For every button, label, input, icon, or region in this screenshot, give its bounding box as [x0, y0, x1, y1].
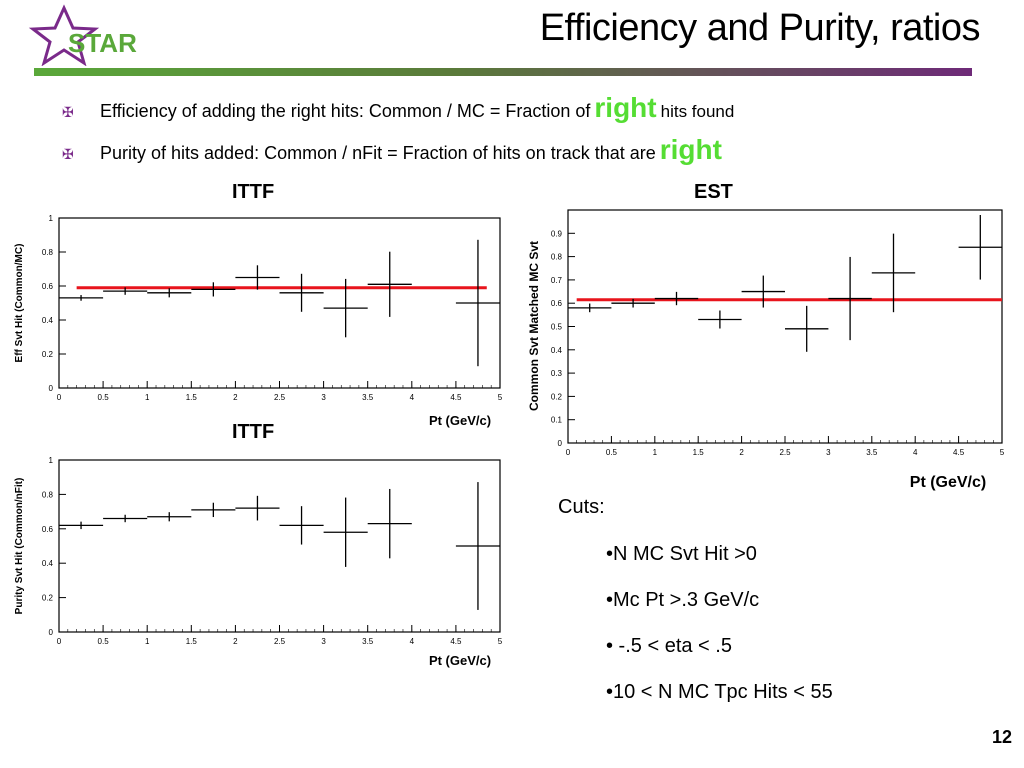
x-tick-label: 0.5 [98, 637, 110, 646]
y-tick-label: 0.4 [42, 559, 54, 568]
y-tick-label: 0.5 [551, 323, 563, 332]
y-axis-label: Purity Svt Hit (Common/nFit) [14, 478, 25, 615]
x-tick-label: 5 [498, 637, 503, 646]
x-tick-label: 4.5 [450, 393, 462, 402]
y-tick-label: 0.2 [551, 392, 563, 401]
title-divider [34, 68, 972, 76]
chart-ittf-purity: 0 0.5 1 1.5 2 2.5 3 3.5 4 4.5 5 0 0.2 0.4 0.6 0.8 1 Pt (G… [14, 456, 503, 668]
x-tick-label: 3.5 [362, 393, 374, 402]
x-tick-label: 3 [321, 393, 326, 402]
x-tick-label: 0.5 [606, 448, 618, 457]
y-tick-label: 0.3 [551, 369, 563, 378]
plot-frame [567, 209, 1003, 444]
y-axis-label: Eff Svt Hit (Common/MC) [14, 244, 25, 363]
star-logo: STAR [28, 4, 137, 66]
y-tick-label: 0.6 [551, 299, 563, 308]
x-tick-label: 1 [145, 637, 150, 646]
x-tick-label: 3 [826, 448, 831, 457]
cuts-heading: Cuts: [558, 496, 605, 518]
page-number: 12 [991, 727, 1012, 747]
bullet-efficiency: ✠ Efficiency of adding the right hits: C… [62, 92, 734, 124]
x-tick-label: 1.5 [693, 448, 705, 457]
bullet-efficiency-highlight: right [594, 92, 657, 123]
x-axis-label: Pt (GeV/c) [429, 653, 491, 668]
bullet-efficiency-text: Efficiency of adding the right hits: Com… [100, 101, 591, 121]
x-axis-label: Pt (GeV/c) [429, 413, 491, 428]
y-tick-label: 0.6 [42, 282, 54, 291]
chart-title-est: EST [694, 181, 733, 203]
plot-frame [58, 459, 501, 633]
x-tick-label: 3.5 [362, 637, 374, 646]
bullet-efficiency-after: hits found [660, 102, 735, 121]
x-axis-label: Pt (GeV/c) [910, 474, 986, 491]
bullet-mark-icon: ✠ [62, 104, 74, 120]
y-tick-label: 0.8 [42, 248, 54, 257]
x-tick-label: 4.5 [450, 637, 462, 646]
x-tick-label: 2 [233, 393, 238, 402]
x-tick-label: 4 [913, 448, 918, 457]
x-tick-label: 2.5 [274, 637, 286, 646]
y-tick-label: 0 [558, 439, 563, 448]
chart-title-ittf-purity: ITTF [232, 421, 275, 443]
x-tick-label: 2 [233, 637, 238, 646]
x-tick-label: 0 [57, 637, 62, 646]
plot-frame [58, 217, 501, 389]
y-tick-label: 0.4 [42, 316, 54, 325]
y-tick-label: 0.6 [42, 525, 54, 534]
x-tick-label: 2.5 [779, 448, 791, 457]
y-axis-label: Common Svt Matched MC Svt [527, 241, 541, 411]
x-tick-label: 2.5 [274, 393, 286, 402]
chart-ittf-efficiency: 0 0.5 1 1.5 2 2.5 3 3.5 4 4.5 5 0 0.2 0.4 0.6 0.8 1 Pt (G… [14, 214, 503, 428]
bullet-purity-text: Purity of hits added: Common / nFit = Fr… [100, 143, 656, 163]
chart-est: 0 0.5 1 1.5 2 2.5 3 3.5 4 4.5 5 0 0.1 0.2 0.3 0.4 0.5 0.6… [527, 209, 1005, 491]
cut-item: •N MC Svt Hit >0 [606, 543, 757, 565]
star-logo-text: STAR [68, 28, 137, 58]
y-tick-label: 0.4 [551, 346, 563, 355]
bullet-mark-icon: ✠ [62, 146, 74, 162]
x-tick-label: 3 [321, 637, 326, 646]
y-tick-label: 0.8 [42, 490, 54, 499]
bullet-purity: ✠ Purity of hits added: Common / nFit = … [62, 134, 726, 166]
x-tick-label: 1 [653, 448, 658, 457]
x-tick-label: 5 [498, 393, 503, 402]
cut-item: • -.5 < eta < .5 [606, 635, 732, 657]
x-tick-label: 0 [57, 393, 62, 402]
x-tick-label: 1 [145, 393, 150, 402]
bullet-purity-highlight: right [659, 134, 722, 165]
x-tick-label: 1.5 [186, 393, 198, 402]
x-tick-label: 2 [739, 448, 744, 457]
y-tick-label: 1 [49, 456, 54, 465]
y-tick-label: 0.7 [551, 276, 563, 285]
y-tick-label: 0.1 [551, 416, 563, 425]
x-tick-label: 0.5 [98, 393, 110, 402]
star-logo-outline-icon [28, 4, 100, 66]
y-tick-label: 0 [49, 384, 54, 393]
page-title: Efficiency and Purity, ratios [539, 7, 981, 49]
chart-title-ittf-efficiency: ITTF [232, 181, 275, 203]
x-tick-label: 3.5 [866, 448, 878, 457]
y-tick-label: 0.8 [551, 253, 563, 262]
cut-item: •Mc Pt >.3 GeV/c [606, 589, 760, 611]
y-tick-label: 0.2 [42, 594, 54, 603]
x-tick-label: 1.5 [186, 637, 198, 646]
x-tick-label: 4.5 [953, 448, 965, 457]
y-tick-label: 1 [49, 214, 54, 223]
y-tick-label: 0.9 [551, 229, 563, 238]
x-tick-label: 5 [1000, 448, 1005, 457]
y-tick-label: 0 [49, 628, 54, 637]
x-tick-label: 0 [566, 448, 571, 457]
y-tick-label: 0.2 [42, 350, 54, 359]
x-tick-label: 4 [410, 637, 415, 646]
cut-item: •10 < N MC Tpc Hits < 55 [606, 681, 833, 703]
x-tick-label: 4 [410, 393, 415, 402]
